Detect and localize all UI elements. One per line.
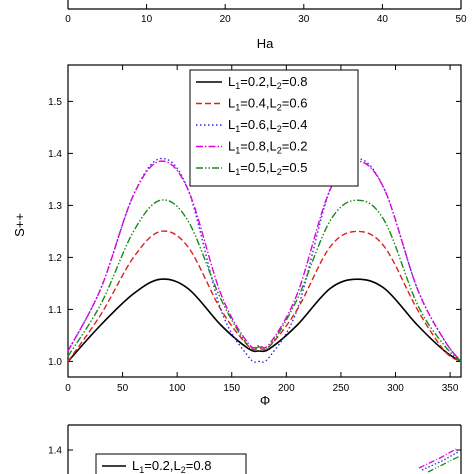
bottom-legend-label: L1=0.2,L2=0.8 [132,458,211,474]
legend-label: L1=0.4,L2=0.6 [228,96,307,113]
bottom-series-fragment-green [427,455,461,473]
top-panel: 0 10 20 30 40 50 Ha [65,0,467,51]
top-x-tick-label: 0 [65,14,71,25]
series-line-3 [67,157,462,363]
legend-box [189,69,359,187]
x-tick-label: 50 [117,383,129,394]
x-tick-label: 250 [333,383,350,394]
y-tick-label: 1.3 [48,201,62,212]
middle-panel-y-label: S++ [12,213,27,237]
bottom-series-fragment-blue [421,451,459,471]
series-line-1 [67,278,462,363]
x-tick-label: 300 [387,383,404,394]
x-tick-label: 200 [278,383,295,394]
x-tick-label: 350 [442,383,459,394]
top-x-tick-label: 50 [455,14,467,25]
top-x-tick-label: 10 [141,14,153,25]
middle-panel: 0 50 100 150 200 250 300 3501.01.11.21.31.41.5 … [12,64,462,408]
legend-label: L1=0.5,L2=0.5 [228,160,307,177]
bottom-y-tick-label: 1.4 [48,446,62,457]
series-line-4 [67,160,462,362]
middle-plot-frame [67,64,462,378]
bottom-legend: L1=0.2,L2=0.8 [95,453,247,474]
top-panel-x-label: Ha [257,36,274,51]
series-line-5 [67,199,462,362]
top-x-tick-label: 40 [377,14,389,25]
x-tick-label: 100 [169,383,186,394]
top-x-tick-label: 30 [298,14,310,25]
legend-label: L1=0.2,L2=0.8 [228,74,307,91]
legend-label: L1=0.8,L2=0.2 [228,139,307,156]
y-tick-label: 1.1 [48,305,62,316]
x-tick-label: 150 [223,383,240,394]
y-tick-label: 1.2 [48,253,62,264]
bottom-series-fragment-magenta [418,448,457,469]
middle-panel-x-label: Φ [260,393,270,408]
bottom-panel: 1.4 L1=0.2,L2=0.8 [48,424,462,474]
middle-legend: L1=0.2,L2=0.8 L1=0.4,L2=0.6 L1=0.6,L2=0.4 L… [189,69,359,187]
y-tick-label: 1.4 [48,149,62,160]
top-x-tick-label: 20 [220,14,232,25]
y-tick-label: 1.5 [48,97,62,108]
x-tick-label: 0 [65,383,71,394]
y-tick-label: 1.0 [48,357,62,368]
bottom-legend-box [95,453,247,474]
legend-label: L1=0.6,L2=0.4 [228,117,307,134]
series-line-2 [67,230,462,363]
